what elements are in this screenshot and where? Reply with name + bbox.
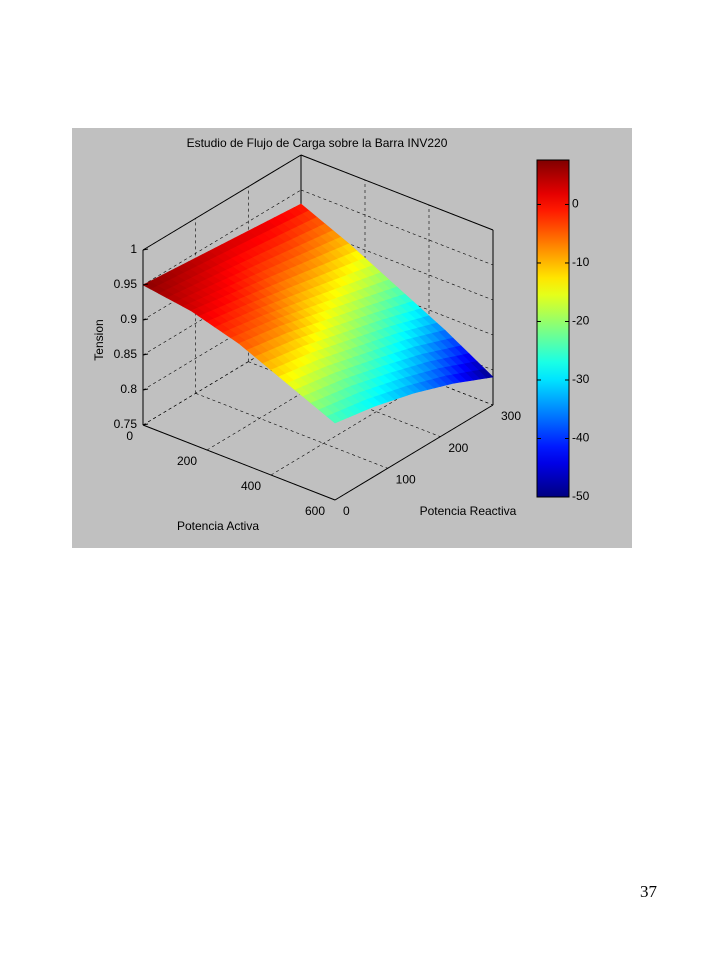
y-tick-label: 100 [396, 473, 416, 487]
x-tick-label: 200 [177, 454, 197, 468]
axis-line [142, 154, 302, 251]
z-tick-label: 0.75 [114, 417, 138, 431]
y-axis-label: Potencia Reactiva [420, 504, 517, 518]
colorbar [536, 159, 570, 498]
colorbar-tick-label: -40 [572, 431, 590, 445]
grid-line [270, 379, 430, 476]
grid-line [142, 294, 302, 391]
colorbar-tick-label: 0 [572, 197, 579, 211]
x-tick-label: 400 [241, 479, 261, 493]
z-tick-label: 0.8 [120, 382, 137, 396]
grid-line [300, 224, 494, 301]
page-number: 37 [640, 882, 658, 901]
chart-title: Estudio de Flujo de Carga sobre la Barra… [187, 136, 448, 150]
z-tick-label: 0.95 [114, 277, 138, 291]
y-tick-label: 200 [448, 441, 468, 455]
axis-line [300, 154, 494, 231]
z-tick [142, 388, 149, 391]
z-tick [142, 353, 149, 356]
grid-line [195, 393, 388, 469]
y-tick-label: 0 [343, 504, 350, 518]
colorbar-tick-label: -20 [572, 314, 590, 328]
colorbar-tick-label: -30 [572, 372, 590, 386]
colorbar-tick-label: -10 [572, 255, 590, 269]
colorbar-tick-label: -50 [572, 489, 590, 503]
plot: 0.75 0.8 0.85 0.9 0.95 1 0 200 400 600 0 100 200 300 -… [114, 154, 590, 518]
z-axis-label: Tension [92, 319, 106, 360]
grid-line [300, 189, 494, 266]
y-tick-label: 300 [501, 409, 521, 423]
axis-line [142, 424, 336, 501]
z-tick [142, 318, 149, 321]
x-tick-label: 0 [126, 429, 133, 443]
surface-patch [326, 413, 343, 424]
z-tick [142, 423, 149, 426]
z-tick-label: 0.9 [120, 312, 137, 326]
grid-line [142, 189, 302, 286]
x-tick-label: 600 [305, 504, 325, 518]
z-tick [142, 248, 149, 251]
z-tick-label: 0.85 [114, 347, 138, 361]
x-axis-label: Potencia Activa [177, 519, 259, 533]
grid-line [206, 354, 366, 451]
grid-line [142, 329, 302, 426]
axis-line [334, 404, 494, 501]
z-tick-label: 1 [130, 242, 137, 256]
z-tick [142, 283, 149, 286]
